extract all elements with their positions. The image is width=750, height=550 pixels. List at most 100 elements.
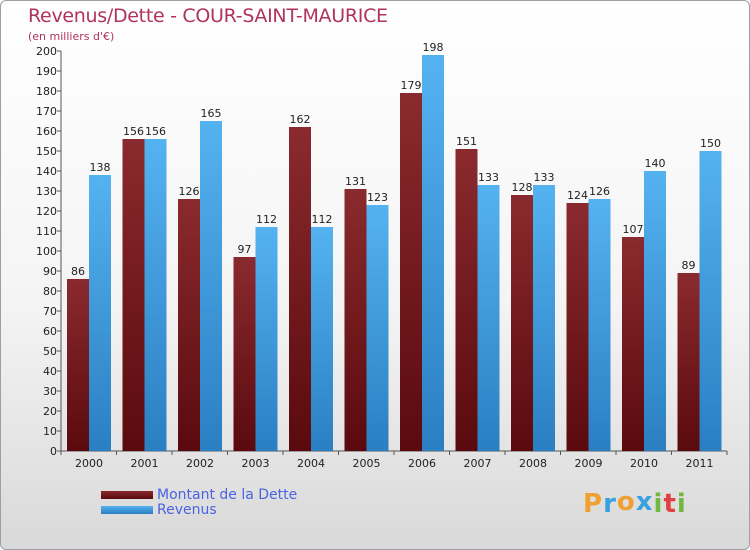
bar-dette: [455, 149, 478, 451]
x-tick-label: 2007: [464, 457, 492, 470]
logo-letter: x: [635, 487, 654, 517]
y-tick-label: 0: [50, 445, 57, 458]
bar-revenus: [89, 175, 111, 451]
bar-revenus: [477, 185, 500, 451]
data-label-dette: 179: [401, 79, 422, 92]
bar-dette: [511, 195, 533, 451]
bar-revenus: [644, 171, 666, 451]
data-label-revenus: 198: [423, 41, 444, 54]
legend-swatch-dette: [101, 490, 153, 499]
bar-dette: [289, 127, 311, 451]
data-label-revenus: 126: [589, 185, 610, 198]
bar-dette: [122, 139, 145, 451]
data-label-dette: 107: [623, 223, 644, 236]
y-tick-label: 200: [36, 45, 57, 58]
bar-revenus: [422, 55, 444, 451]
data-label-revenus: 112: [256, 213, 277, 226]
y-tick-label: 130: [36, 185, 57, 198]
logo-letter: i: [676, 489, 687, 519]
x-tick-label: 2003: [242, 457, 270, 470]
data-label-dette: 126: [179, 185, 200, 198]
y-tick-label: 110: [36, 225, 57, 238]
data-label-revenus: 156: [145, 125, 166, 138]
bar-revenus: [311, 227, 333, 451]
data-label-revenus: 133: [534, 171, 555, 184]
data-label-dette: 156: [123, 125, 144, 138]
bar-revenus: [144, 139, 167, 451]
x-tick-label: 2004: [297, 457, 325, 470]
y-tick-label: 100: [36, 245, 57, 258]
logo-letter: P: [583, 489, 604, 519]
legend-label-dette: Montant de la Dette: [157, 486, 298, 503]
logo-letter: i: [653, 489, 664, 519]
bar-dette: [67, 279, 89, 451]
y-tick-label: 10: [43, 425, 57, 438]
legend-swatch-revenus: [101, 505, 153, 514]
bar-dette: [344, 189, 367, 451]
x-tick-label: 2006: [408, 457, 436, 470]
y-tick-label: 90: [43, 265, 57, 278]
bar-dette: [677, 273, 700, 451]
data-label-revenus: 140: [645, 157, 666, 170]
y-tick-label: 40: [43, 365, 57, 378]
legend-item-dette: Montant de la Dette: [101, 486, 298, 503]
y-tick-label: 190: [36, 65, 57, 78]
y-tick-label: 30: [43, 385, 57, 398]
bar-revenus: [699, 151, 722, 451]
y-tick-label: 180: [36, 85, 57, 98]
x-tick-label: 2008: [519, 457, 547, 470]
x-tick-label: 2010: [630, 457, 658, 470]
y-tick-label: 140: [36, 165, 57, 178]
y-tick-label: 50: [43, 345, 57, 358]
bar-revenus: [200, 121, 222, 451]
logo-letter: t: [663, 489, 677, 519]
y-tick-label: 20: [43, 405, 57, 418]
y-tick-label: 60: [43, 325, 57, 338]
y-tick-label: 160: [36, 125, 57, 138]
legend-label-revenus: Revenus: [157, 501, 217, 518]
bar-revenus: [588, 199, 611, 451]
bar-revenus: [255, 227, 278, 451]
data-label-revenus: 133: [478, 171, 499, 184]
data-label-revenus: 165: [201, 107, 222, 120]
data-label-dette: 131: [345, 175, 366, 188]
data-label-dette: 89: [682, 259, 696, 272]
data-label-dette: 97: [238, 243, 252, 256]
legend-item-revenus: Revenus: [101, 501, 297, 518]
y-tick-label: 80: [43, 285, 57, 298]
y-tick-label: 170: [36, 105, 57, 118]
bar-dette: [233, 257, 256, 451]
logo-letter: r: [603, 489, 617, 519]
data-label-revenus: 112: [312, 213, 333, 226]
bar-dette: [400, 93, 422, 451]
data-label-dette: 124: [567, 189, 588, 202]
bar-dette: [566, 203, 589, 451]
data-label-revenus: 150: [700, 137, 721, 150]
x-tick-label: 2005: [353, 457, 381, 470]
data-label-revenus: 123: [367, 191, 388, 204]
x-tick-label: 2000: [75, 457, 103, 470]
logo-letter: o: [616, 487, 636, 517]
bar-dette: [178, 199, 200, 451]
bar-revenus: [533, 185, 555, 451]
legend: Montant de la Dette Revenus: [101, 486, 298, 518]
y-tick-label: 120: [36, 205, 57, 218]
chart-subtitle: (en milliers d'€): [28, 30, 115, 43]
data-label-dette: 128: [512, 181, 533, 194]
chart-title: Revenus/Dette - COUR-SAINT-MAURICE: [28, 5, 388, 27]
y-tick-label: 70: [43, 305, 57, 318]
proxiti-logo: Proxiti: [583, 487, 687, 519]
data-label-revenus: 138: [90, 161, 111, 174]
y-tick-label: 150: [36, 145, 57, 158]
x-tick-label: 2002: [186, 457, 214, 470]
x-tick-label: 2011: [686, 457, 714, 470]
data-label-dette: 162: [290, 113, 311, 126]
x-tick-label: 2009: [575, 457, 603, 470]
bar-dette: [622, 237, 644, 451]
data-label-dette: 86: [71, 265, 85, 278]
data-label-dette: 151: [456, 135, 477, 148]
bar-revenus: [366, 205, 389, 451]
x-tick-label: 2001: [131, 457, 159, 470]
